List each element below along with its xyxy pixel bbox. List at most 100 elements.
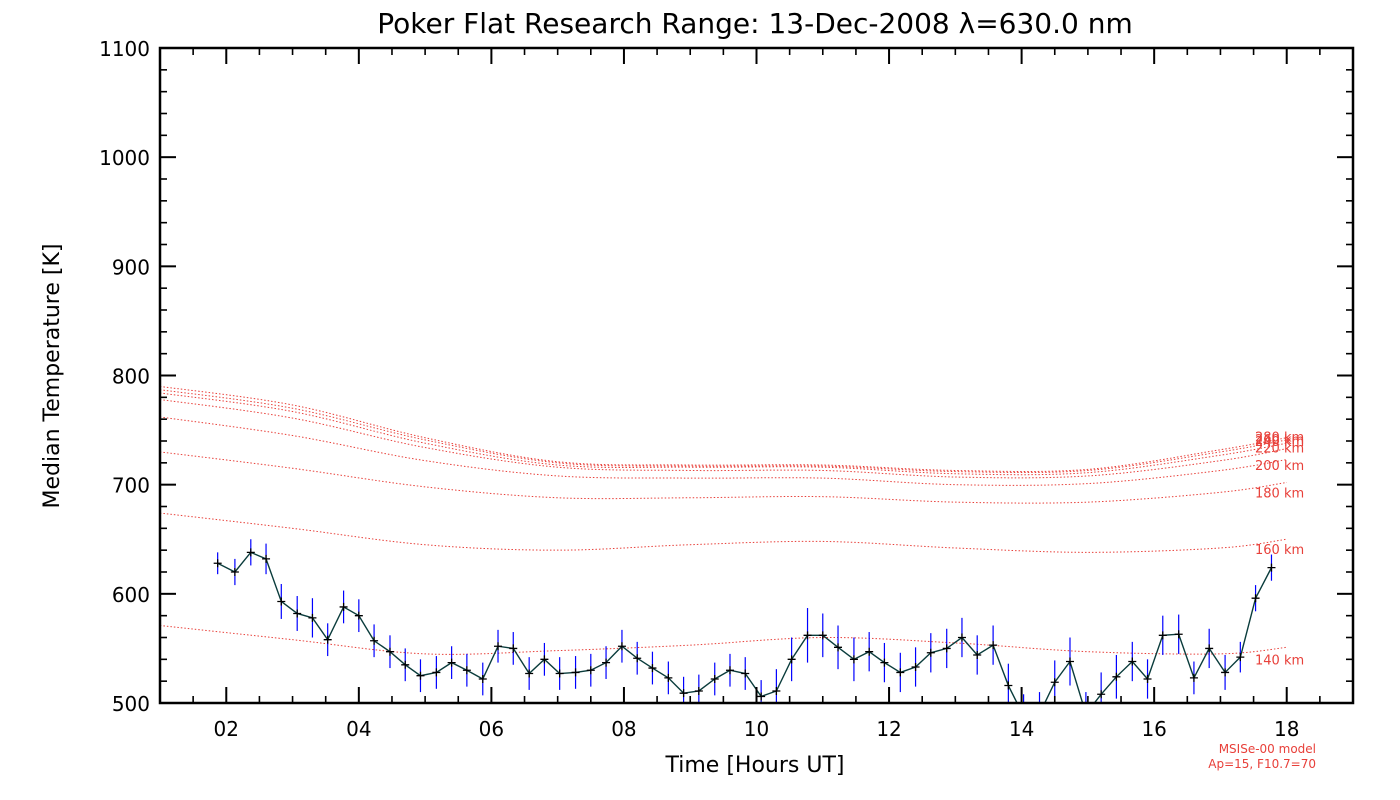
data-point (478, 674, 487, 683)
data-point (586, 666, 595, 675)
data-point (277, 597, 286, 606)
data-point (1189, 673, 1198, 682)
model-note: MSISe-00 model (1219, 742, 1316, 756)
plot-frame (158, 46, 1355, 705)
x-tick-label: 18 (1274, 717, 1299, 741)
data-point (1143, 674, 1152, 683)
data-point (1251, 594, 1260, 603)
data-point (818, 631, 827, 640)
model-label-220-km: 220 km (1255, 442, 1304, 457)
data-point (262, 554, 271, 563)
y-tick-label: 700 (112, 474, 150, 498)
model-line-160-km (160, 512, 1287, 553)
data-point (710, 674, 719, 683)
model-label-240-km: 240 km (1255, 435, 1304, 450)
chart-title: Poker Flat Research Range: 13-Dec-2008 λ… (377, 7, 1133, 40)
data-point (664, 673, 673, 682)
y-tick-label: 1100 (99, 37, 150, 61)
data-point (293, 609, 302, 618)
x-tick-label: 08 (611, 717, 636, 741)
data-point (230, 568, 239, 576)
model-params-note: Ap=15, F10.7=70 (1208, 757, 1316, 771)
data-point (308, 613, 317, 622)
data-point (757, 692, 766, 701)
model-line-240-km (160, 392, 1287, 476)
data-point (1082, 710, 1090, 718)
x-tick-label: 16 (1141, 717, 1166, 741)
data-point (1128, 657, 1137, 666)
data-point (339, 602, 348, 611)
data-point (911, 662, 920, 671)
data-point (772, 686, 781, 695)
y-tick-label: 800 (112, 365, 150, 389)
data-point (401, 660, 410, 669)
model-line-280-km (160, 385, 1287, 472)
model-curves (160, 385, 1287, 655)
x-tick-label: 02 (214, 717, 239, 741)
data-point (525, 669, 534, 678)
data-point (555, 669, 564, 678)
data-point (1050, 678, 1059, 687)
data-point (849, 655, 858, 664)
data-point (648, 664, 657, 673)
measured-series (213, 539, 1276, 718)
data-point (385, 647, 394, 656)
model-line-200-km (160, 416, 1287, 486)
data-point (1112, 672, 1121, 681)
data-point (1205, 644, 1214, 653)
data-point (571, 668, 580, 677)
data-point (1236, 653, 1245, 662)
data-point (246, 548, 255, 557)
data-point (213, 559, 222, 568)
data-point (1036, 710, 1044, 718)
data-point (725, 666, 734, 675)
data-point (926, 648, 935, 657)
data-point (633, 654, 642, 663)
y-tick-label: 1000 (99, 146, 150, 170)
data-point (1158, 631, 1167, 640)
data-point (509, 644, 518, 653)
data-point (370, 636, 379, 645)
y-axis-label: Median Temperature [K] (40, 244, 65, 509)
model-label-260-km: 260 km (1255, 433, 1304, 448)
x-axis-label: Time [Hours UT] (665, 753, 845, 778)
data-point (1004, 681, 1013, 690)
data-point (416, 671, 425, 680)
model-label-160-km: 160 km (1255, 543, 1304, 558)
x-tick-label: 12 (876, 717, 901, 741)
model-label-180-km: 180 km (1255, 486, 1304, 501)
data-point (1267, 563, 1276, 572)
data-point (494, 642, 503, 651)
model-line-180-km (160, 451, 1287, 504)
model-label-140-km: 140 km (1255, 653, 1304, 668)
data-point (462, 666, 471, 675)
data-point (1174, 630, 1183, 639)
data-point (679, 689, 688, 698)
data-point (741, 669, 750, 678)
model-line-140-km (160, 624, 1287, 655)
data-point (834, 643, 843, 652)
measured-line (217, 551, 1273, 703)
model-line-220-km (160, 399, 1287, 479)
data-point (865, 647, 874, 656)
data-point (432, 668, 441, 677)
data-point (694, 686, 703, 695)
data-point (880, 658, 889, 667)
x-tick-label: 14 (1009, 717, 1034, 741)
data-point (957, 633, 966, 642)
data-point (602, 658, 611, 667)
data-point (540, 655, 549, 664)
data-point (617, 642, 626, 651)
data-point (803, 631, 812, 640)
data-point (323, 635, 332, 644)
data-point (973, 650, 982, 659)
x-tick-label: 10 (744, 717, 769, 741)
data-point (896, 668, 905, 677)
y-axis: 500 600 700 800 900 1000 1100 (99, 37, 1353, 716)
model-label-200-km: 200 km (1255, 459, 1304, 474)
data-point (787, 655, 796, 664)
data-point (1097, 690, 1106, 699)
x-tick-label: 06 (479, 717, 504, 741)
